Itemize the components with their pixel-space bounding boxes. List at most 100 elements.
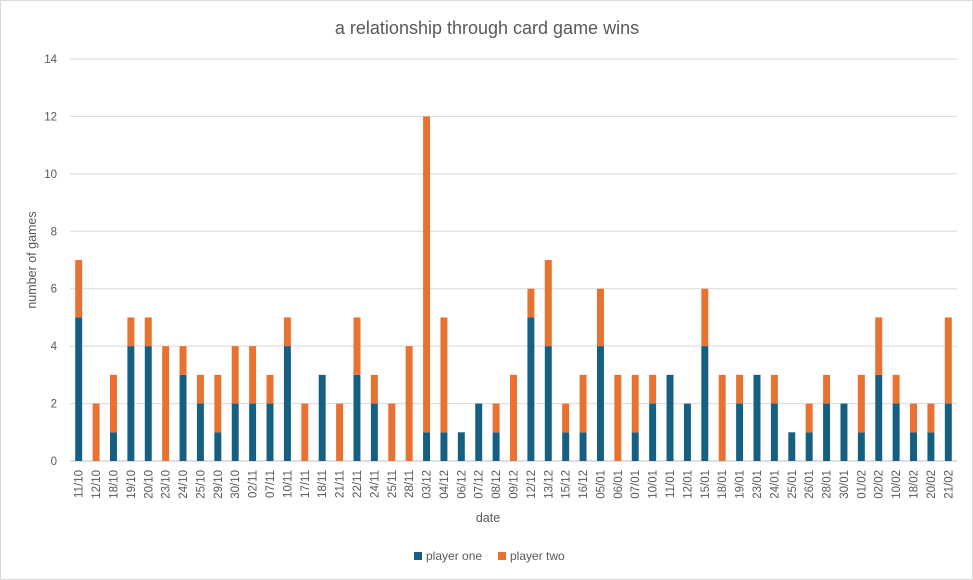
bar-player-one xyxy=(492,432,500,461)
bar-player-two xyxy=(544,260,552,347)
bar-player-one xyxy=(110,432,117,461)
bar-player-one xyxy=(857,432,865,461)
legend-swatch-player-one xyxy=(414,552,422,560)
x-tick-label: 11/01 xyxy=(665,470,677,498)
bar-player-one xyxy=(944,403,952,461)
x-tick-label: 28/01 xyxy=(822,470,834,499)
x-tick-label: 18/02 xyxy=(909,470,921,499)
bar-player-one xyxy=(770,403,778,461)
y-tick-label: 10 xyxy=(44,169,57,181)
bar-player-two xyxy=(283,317,291,347)
bar-player-one xyxy=(736,403,744,461)
x-tick-label: 09/12 xyxy=(509,470,521,499)
bar-player-two xyxy=(336,403,344,461)
x-tick-label: 13/12 xyxy=(543,470,555,499)
y-axis-label: number of games xyxy=(25,211,39,308)
x-tick-label: 08/12 xyxy=(491,470,503,499)
bar-player-two xyxy=(596,288,604,347)
bar-player-one xyxy=(353,374,361,461)
bar-player-one xyxy=(840,403,848,461)
chart-title: a relationship through card game wins xyxy=(335,18,639,38)
bar-player-two xyxy=(492,403,500,433)
x-tick-label: 07/12 xyxy=(474,470,486,499)
x-tick-label: 17/11 xyxy=(300,470,312,498)
x-tick-label: 11/10 xyxy=(74,470,86,498)
bar-player-two xyxy=(266,374,274,404)
bar-player-one xyxy=(231,403,239,461)
bar-player-one xyxy=(892,403,900,461)
bar-player-one xyxy=(75,317,83,461)
x-tick-label: 20/02 xyxy=(926,470,938,499)
bar-player-one xyxy=(249,403,257,461)
bar-player-two xyxy=(910,403,917,433)
bar-player-two xyxy=(562,403,570,433)
bar-player-two xyxy=(162,346,170,461)
bar-player-two xyxy=(127,317,135,347)
x-tick-label: 20/10 xyxy=(143,470,155,499)
bar-player-one xyxy=(579,432,587,461)
x-tick-label: 19/01 xyxy=(735,470,747,499)
x-tick-label: 18/11 xyxy=(317,470,329,498)
bar-player-two xyxy=(649,374,657,404)
bar-player-one xyxy=(910,432,917,461)
x-tick-label: 06/01 xyxy=(613,470,625,499)
bar-player-two xyxy=(892,374,900,404)
y-tick-label: 4 xyxy=(51,341,58,353)
legend-label-player-two: player two xyxy=(510,549,565,563)
bar-player-one xyxy=(127,346,135,461)
x-tick-label: 05/01 xyxy=(595,470,607,499)
bar-player-two xyxy=(875,317,883,375)
x-tick-label: 15/12 xyxy=(561,470,573,499)
x-tick-label: 23/10 xyxy=(161,470,173,499)
x-tick-label: 30/10 xyxy=(230,470,242,499)
bar-player-two xyxy=(944,317,952,404)
bar-player-one xyxy=(370,403,378,461)
bar-player-two xyxy=(579,374,587,433)
x-tick-label: 12/10 xyxy=(91,470,103,499)
x-tick-label: 10/02 xyxy=(891,470,903,499)
x-tick-label: 21/02 xyxy=(943,470,955,499)
bar-player-one xyxy=(283,346,291,461)
bar-player-one xyxy=(875,374,883,461)
x-tick-label: 24/10 xyxy=(178,470,190,499)
bar-player-one xyxy=(544,346,552,461)
bar-player-one xyxy=(527,317,535,461)
bar-player-one xyxy=(753,374,761,461)
bar-player-one xyxy=(179,374,187,461)
legend-swatch-player-two xyxy=(498,552,506,560)
x-tick-label: 16/12 xyxy=(578,470,590,499)
x-tick-label: 30/01 xyxy=(839,470,851,499)
bar-player-two xyxy=(231,346,239,404)
x-tick-label: 12/01 xyxy=(682,470,694,499)
bar-player-one xyxy=(823,403,831,461)
x-axis-ticks: 11/10 12/10 18/10 19/10 20/10 23/10 24/10 25/10… xyxy=(74,470,956,499)
y-tick-label: 12 xyxy=(44,111,57,123)
bar-player-two xyxy=(527,288,535,318)
legend-label-player-one: player one xyxy=(426,549,482,563)
bar-player-two xyxy=(440,317,448,433)
x-tick-label: 29/10 xyxy=(213,470,225,499)
bar-player-two xyxy=(75,260,83,318)
bar-player-two xyxy=(805,403,813,433)
bar-player-one xyxy=(214,432,222,461)
bar-player-one xyxy=(423,432,431,461)
bar-player-two xyxy=(736,374,744,404)
x-tick-label: 23/01 xyxy=(752,470,764,499)
x-axis-label: date xyxy=(476,511,500,525)
bar-player-one xyxy=(266,403,274,461)
y-tick-label: 2 xyxy=(51,399,57,411)
x-tick-label: 18/10 xyxy=(108,470,120,499)
bar-player-two xyxy=(770,374,778,404)
x-tick-label: 28/11 xyxy=(404,470,416,498)
bar-player-two xyxy=(144,317,152,347)
bar-player-two xyxy=(718,374,726,461)
bar-player-two xyxy=(370,374,378,404)
y-tick-label: 8 xyxy=(51,226,57,238)
bars xyxy=(75,116,952,461)
bar-player-one xyxy=(144,346,152,461)
x-tick-label: 02/02 xyxy=(874,470,886,499)
bar-player-two xyxy=(353,317,361,375)
bar-player-two xyxy=(196,374,204,404)
